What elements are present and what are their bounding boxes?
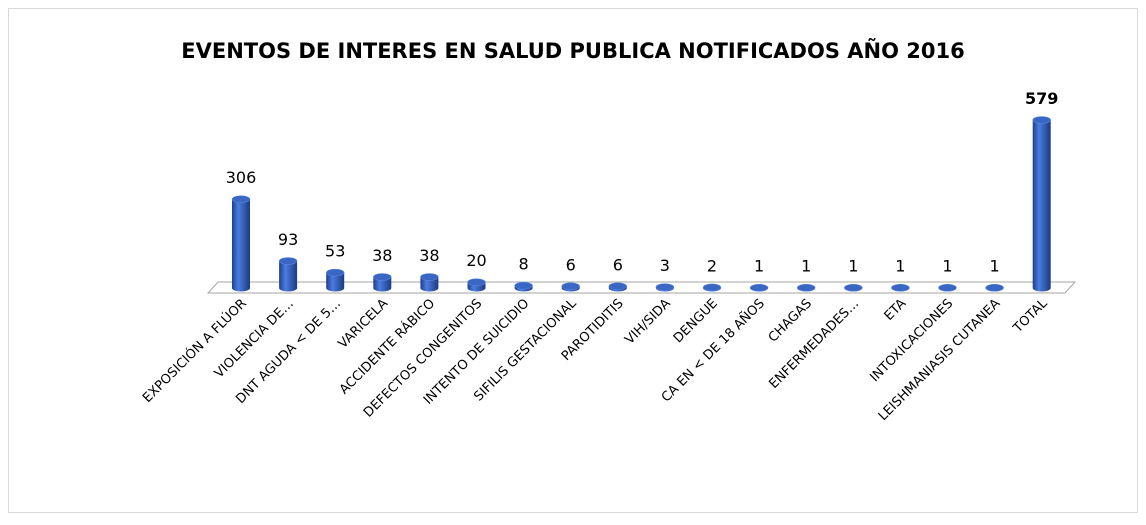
data-label: 2 <box>707 256 717 275</box>
bar-cap <box>373 273 392 281</box>
bar-cap <box>891 283 910 292</box>
bar <box>325 268 345 292</box>
data-label: 579 <box>1025 89 1058 108</box>
bar-cap <box>985 283 1004 292</box>
bar-cap <box>1032 116 1051 124</box>
bar <box>373 273 392 292</box>
bar <box>278 257 298 292</box>
data-label: 6 <box>566 255 576 274</box>
bar <box>467 278 486 292</box>
bar <box>796 283 816 292</box>
data-label: 38 <box>419 246 439 265</box>
data-label: 1 <box>990 257 1000 276</box>
data-label: 38 <box>372 246 392 265</box>
bar <box>985 283 1004 292</box>
bar <box>891 283 910 292</box>
data-label: 1 <box>801 257 811 276</box>
bar <box>749 283 769 292</box>
bar-cap <box>467 278 486 286</box>
bar-cap <box>938 283 957 292</box>
bar-cap <box>702 283 722 292</box>
bar-cap <box>420 273 439 281</box>
bar <box>514 281 533 292</box>
chart-frame <box>8 8 1138 513</box>
bar <box>231 195 251 292</box>
data-label: 3 <box>660 256 670 275</box>
bar-cap <box>325 268 345 277</box>
data-label: 53 <box>325 242 345 261</box>
bar <box>561 282 580 292</box>
data-label: 306 <box>226 168 257 187</box>
bar-body <box>232 199 250 292</box>
data-label: 1 <box>895 257 905 276</box>
bar-body <box>420 276 439 292</box>
bar-cap <box>231 195 251 203</box>
bar-cap <box>514 281 533 290</box>
bar-cap <box>608 282 628 291</box>
bar-body <box>279 261 298 292</box>
chart-title: EVENTOS DE INTERES EN SALUD PUBLICA NOTI… <box>181 38 964 63</box>
bar-cap <box>278 257 298 265</box>
bar <box>844 283 863 292</box>
bar <box>702 283 722 292</box>
bar-cap <box>655 283 675 291</box>
bar <box>938 283 957 292</box>
bar-cap <box>561 282 580 291</box>
bar-cap <box>796 283 816 292</box>
bar-body <box>373 276 392 292</box>
data-label: 93 <box>278 230 298 249</box>
data-label: 1 <box>848 257 858 276</box>
data-label: 1 <box>942 257 952 276</box>
data-label: 1 <box>754 257 764 276</box>
bar-cap <box>844 283 863 292</box>
data-label: 8 <box>519 255 529 274</box>
bar-cap <box>749 283 769 292</box>
bar <box>1032 116 1051 292</box>
bar-body <box>326 272 345 292</box>
data-label: 20 <box>466 251 486 270</box>
bar <box>420 273 439 292</box>
bar <box>608 282 628 292</box>
bar-body <box>1032 120 1051 292</box>
bar <box>655 283 675 292</box>
data-label: 6 <box>613 255 623 274</box>
